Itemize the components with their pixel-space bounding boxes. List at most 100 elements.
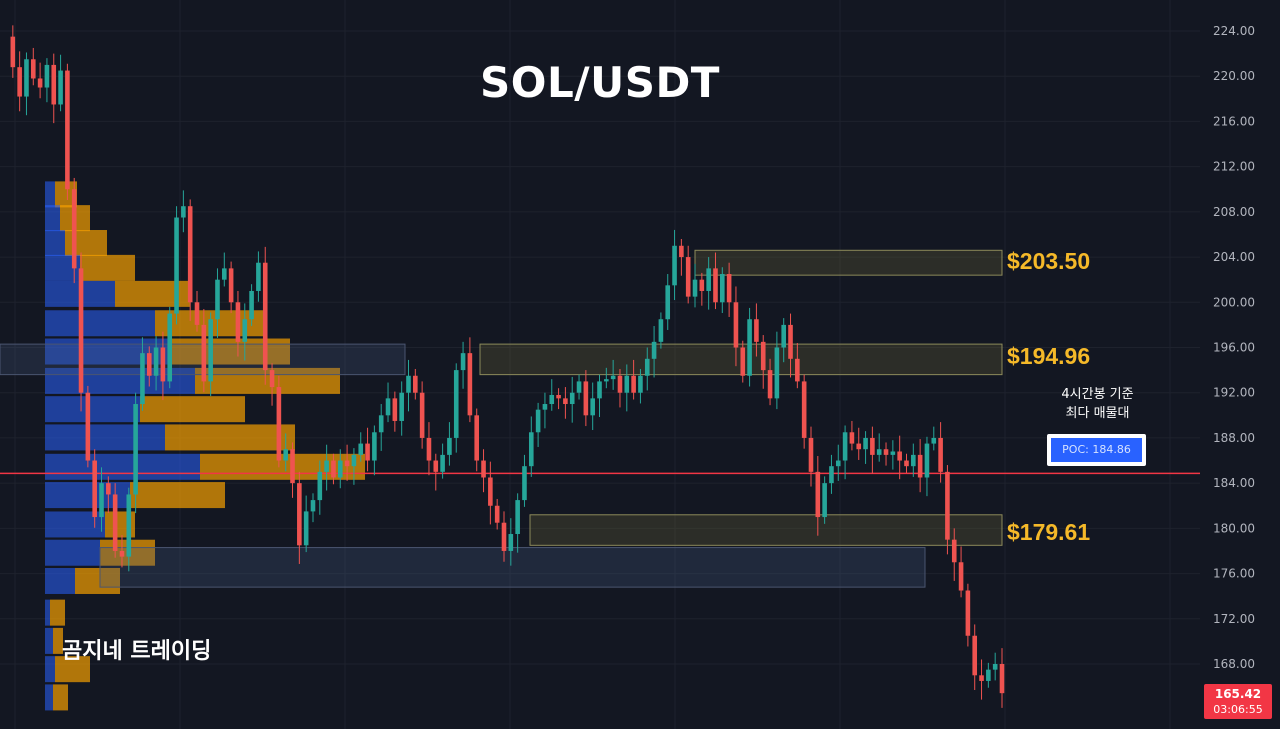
candle-body <box>467 353 473 416</box>
volume-bar-orange <box>53 684 68 711</box>
y-tick-label: 208.00 <box>1213 205 1255 219</box>
candle-body <box>679 245 684 258</box>
y-tick-label: 192.00 <box>1213 386 1255 400</box>
candle-body <box>160 347 166 382</box>
candle-body <box>85 392 91 461</box>
poc-note: 4시간봉 기준 최다 매물대 <box>1040 385 1155 423</box>
candle-body <box>65 70 70 190</box>
volume-bar-blue <box>45 181 55 208</box>
candle-body <box>931 437 937 444</box>
candle-body <box>24 59 29 97</box>
volume-bar-orange <box>130 482 225 509</box>
candle-body <box>297 483 302 546</box>
candle-body <box>99 483 104 518</box>
candle-body <box>781 324 786 348</box>
candle-body <box>563 398 568 405</box>
candle-body <box>440 454 445 472</box>
candle-body <box>51 64 57 105</box>
candle-body <box>399 392 404 421</box>
y-tick-label: 216.00 <box>1213 114 1255 128</box>
candle-body <box>146 353 152 376</box>
candle-body <box>672 245 677 286</box>
candle-body <box>720 274 725 303</box>
poc-label: POC: 184.86 <box>1051 438 1142 462</box>
candle-body <box>133 404 138 495</box>
candle-body <box>303 511 309 546</box>
candle-body <box>999 664 1005 694</box>
y-tick-label: 220.00 <box>1213 69 1255 83</box>
candle-body <box>126 494 132 557</box>
candle-body <box>385 398 391 416</box>
y-tick-label: 180.00 <box>1213 521 1255 535</box>
volume-bar-blue <box>45 567 75 594</box>
y-tick-label: 184.00 <box>1213 476 1255 490</box>
candle-body <box>911 454 916 467</box>
candle-body <box>569 392 575 405</box>
volume-bar-orange <box>165 424 295 451</box>
candle-body <box>106 483 111 495</box>
candle-body <box>870 437 875 455</box>
current-price-tag: 165.42 03:06:55 <box>1204 684 1272 719</box>
candle-body <box>406 375 411 393</box>
candle-body <box>945 471 950 540</box>
candle-body <box>256 262 261 291</box>
candle-body <box>576 381 582 393</box>
candles <box>10 25 1005 708</box>
volume-bar-blue <box>45 205 60 232</box>
candle-body <box>331 460 336 478</box>
candle-body <box>863 437 868 450</box>
volume-bar-blue <box>45 453 200 480</box>
candle-body <box>795 358 800 382</box>
volume-bar-blue <box>45 424 165 451</box>
candle-body <box>515 500 520 535</box>
candle-body <box>528 432 534 467</box>
candle-body <box>501 522 507 551</box>
candle-body <box>617 375 623 393</box>
candle-body <box>726 274 732 303</box>
candle-body <box>235 302 241 342</box>
candle-body <box>651 341 657 359</box>
y-tick-label: 188.00 <box>1213 431 1255 445</box>
poc-label-box: POC: 184.86 <box>1047 434 1146 466</box>
candle-body <box>917 454 923 478</box>
candle-body <box>808 437 814 472</box>
candle-body <box>835 460 841 467</box>
y-tick-label: 168.00 <box>1213 657 1255 671</box>
candle-body <box>815 471 821 518</box>
candle-body <box>153 347 159 376</box>
candle-body <box>774 347 780 399</box>
demand-zone-bottom <box>99 547 926 588</box>
candle-body <box>740 347 746 376</box>
poc-note-line1: 4시간봉 기준 <box>1061 387 1134 402</box>
candle-body <box>426 437 432 461</box>
candle-body <box>119 550 125 557</box>
level-label-194: $194.96 <box>1007 343 1091 369</box>
volume-bar-orange <box>170 338 290 365</box>
candle-body <box>590 398 595 416</box>
candle-body <box>992 664 998 670</box>
candle-body <box>92 460 97 518</box>
candle-body <box>194 302 200 325</box>
candle-body <box>856 443 862 450</box>
price-axis[interactable]: 224.00 220.00 216.00 212.00 208.00 204.00 200.… <box>1213 24 1255 671</box>
candle-body <box>474 415 480 461</box>
candle-body <box>494 505 500 523</box>
candle-body <box>733 302 739 348</box>
candle-body <box>986 669 991 681</box>
candle-body <box>542 404 548 410</box>
candle-body <box>71 189 77 269</box>
candle-body <box>351 454 357 467</box>
candle-body <box>181 206 186 218</box>
candle-body <box>658 319 664 342</box>
candle-body <box>747 319 752 376</box>
candle-body <box>174 217 179 314</box>
candle-body <box>556 394 561 399</box>
candle-body <box>535 409 541 433</box>
candle-body <box>706 268 711 291</box>
candle-body <box>692 279 698 297</box>
candle-body <box>767 370 773 399</box>
candle-body <box>37 78 43 88</box>
volume-bar-orange <box>53 627 63 654</box>
candle-body <box>372 432 377 461</box>
